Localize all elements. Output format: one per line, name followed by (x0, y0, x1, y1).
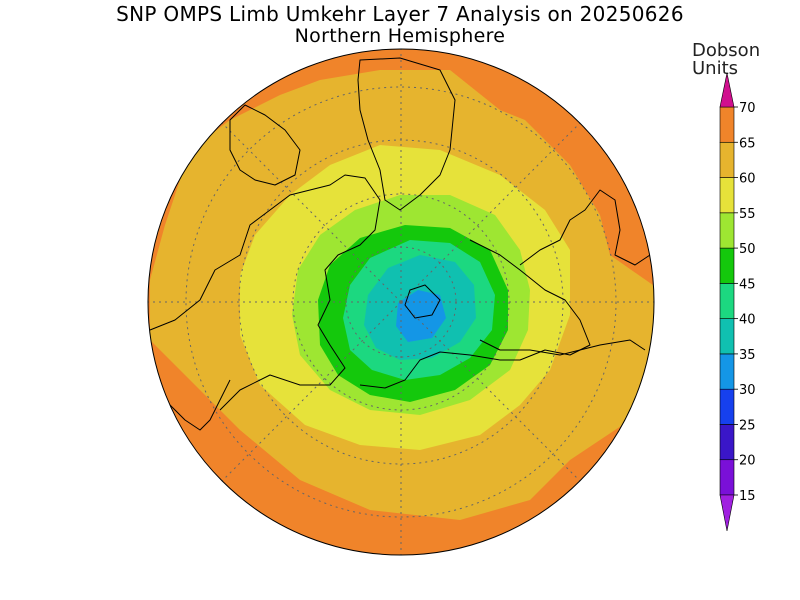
colorbar-over-arrow (719, 72, 735, 108)
colorbar-tick-label: 60 (739, 172, 756, 187)
colorbar-tick-label: 40 (739, 313, 756, 328)
colorbar-segment-65 (719, 106, 735, 143)
colorbar-tick-label: 50 (739, 242, 756, 257)
colorbar-tick-label: 65 (739, 136, 756, 151)
chart-title: SNP OMPS Limb Umkehr Layer 7 Analysis on… (116, 2, 684, 26)
colorbar-segment-55 (719, 177, 735, 214)
graticule (148, 49, 654, 555)
colorbar-segment-15 (719, 459, 735, 496)
colorbar-segment-25 (719, 388, 735, 425)
coastline-north-america (149, 174, 381, 411)
colorbar-tick-label: 45 (739, 277, 756, 292)
colorbar-segment-45 (719, 247, 735, 284)
map-border (147, 48, 655, 556)
ozone-field (148, 49, 654, 555)
colorbar-segment-20 (719, 424, 735, 461)
colorbar-segment-40 (719, 283, 735, 319)
colorbar-tick-label: 35 (739, 348, 756, 363)
coastline-scandinavia (519, 189, 651, 266)
colorbar-unit-label: Dobson (692, 40, 761, 61)
colorbar-unit-label-2: Units (692, 58, 739, 79)
coastline-asia-east (479, 339, 646, 356)
colorbar-tick-label: 15 (739, 489, 756, 504)
coastline-hudson (229, 104, 301, 186)
coastlines (149, 57, 651, 431)
colorbar: 15 20 25 30 35 40 45 50 55 60 65 70 (719, 72, 756, 532)
coastline-greenland (357, 57, 456, 211)
contour-band-25-30 (396, 290, 446, 342)
chart-subtitle: Northern Hemisphere (294, 25, 506, 47)
colorbar-segment-30 (719, 353, 735, 390)
colorbar-tick-label: 25 (739, 418, 756, 433)
coastline-arctic-islands (404, 284, 441, 319)
colorbar-tick-label: 70 (739, 101, 756, 116)
colorbar-under-arrow (719, 494, 735, 532)
colorbar-segment-60 (719, 141, 735, 178)
colorbar-tick-label: 20 (739, 454, 756, 469)
colorbar-segment-35 (719, 318, 735, 355)
colorbar-tick-label: 55 (739, 207, 756, 222)
colorbar-segment-50 (719, 212, 735, 249)
coastline-eurasia (359, 239, 591, 389)
colorbar-tick-label: 30 (739, 383, 756, 398)
